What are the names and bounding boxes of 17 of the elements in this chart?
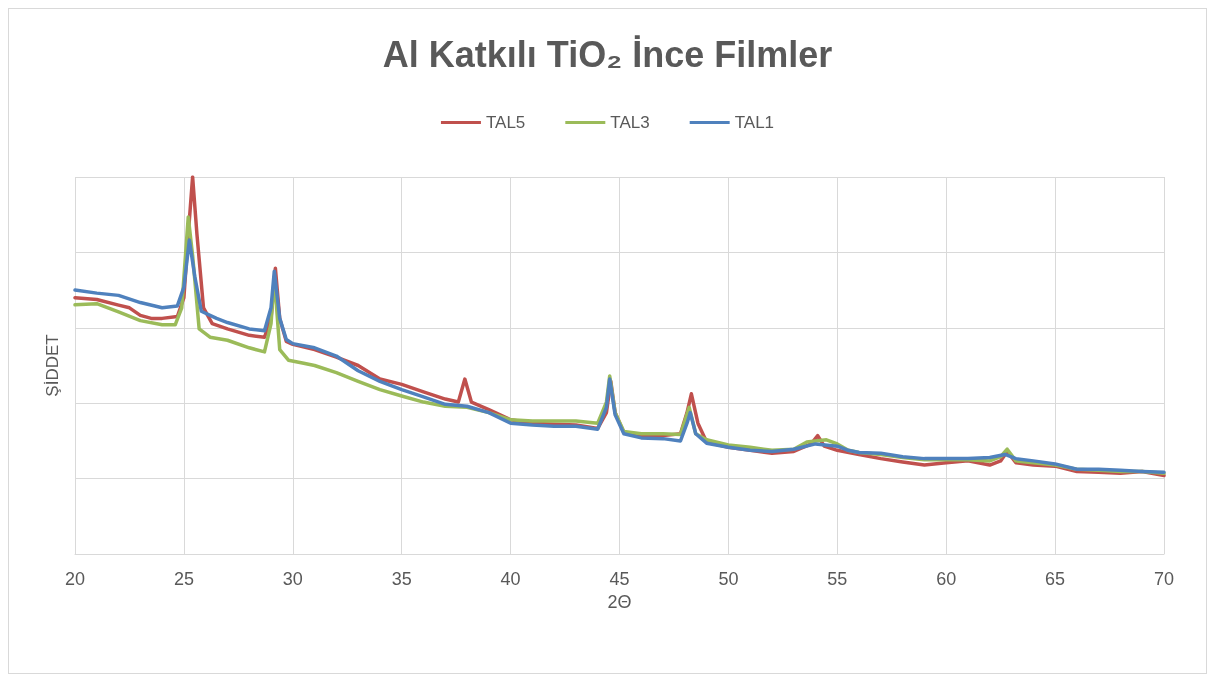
- x-tick-label: 60: [936, 569, 957, 589]
- x-tick-label: 20: [64, 569, 86, 589]
- legend-label: TAL3: [610, 113, 650, 132]
- x-tick-label: 30: [282, 569, 303, 589]
- chart-title: Al Katkılı TiO₂ İnce Filmler: [382, 33, 833, 75]
- x-tick-label: 45: [609, 569, 630, 589]
- y-axis-title: ŞİDDET: [43, 334, 62, 397]
- x-tick-label: 25: [173, 569, 194, 589]
- x-tick-label: 40: [500, 569, 521, 589]
- x-tick-label: 35: [391, 569, 412, 589]
- x-axis-title: 2Θ: [607, 591, 632, 612]
- x-tick-label: 55: [827, 569, 848, 589]
- legend-label: TAL1: [734, 113, 775, 132]
- x-tick-label: 65: [1045, 569, 1066, 589]
- x-tick-label: 50: [718, 569, 739, 589]
- x-tick-label: 70: [1153, 569, 1175, 589]
- legend-label: TAL5: [485, 113, 526, 132]
